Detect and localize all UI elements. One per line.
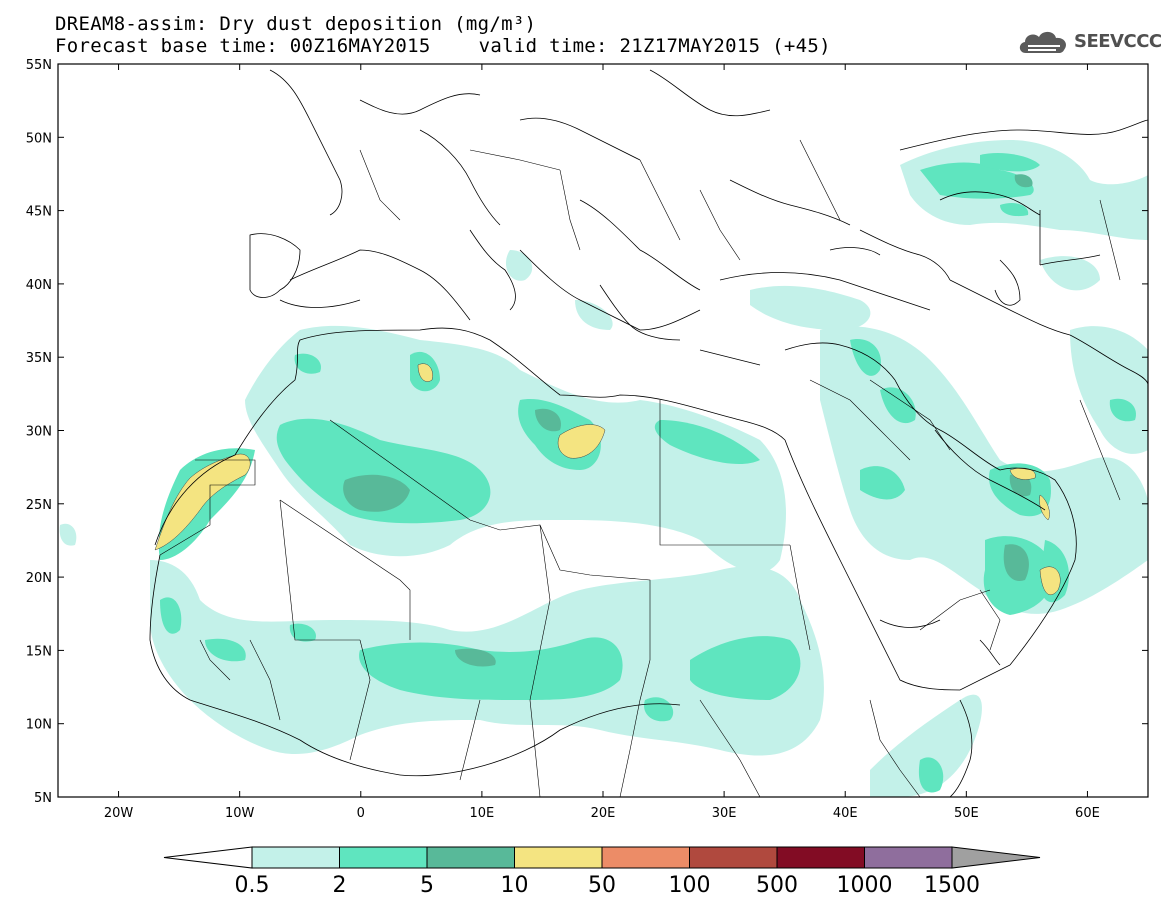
colorbar-swatch [601,846,690,869]
colorbar-label: 2 [333,873,347,898]
lat-tick-label: 10N [26,718,52,733]
map-title: DREAM8-assim: Dry dust deposition (mg/m³… [55,13,537,35]
lon-tick-label: 20E [591,806,616,821]
lat-tick-label: 40N [26,278,52,293]
logo-text: SEEVCCC [1074,31,1162,52]
lat-tick-label: 50N [26,131,52,146]
colorbar-label: 1000 [837,873,893,898]
cloud-logo-icon [1019,31,1067,53]
colorbar-label: 1500 [924,873,980,898]
colorbar-label: 100 [669,873,711,898]
lon-tick-label: 20W [104,806,134,821]
colorbar-swatch [514,846,603,869]
map-subtitle: Forecast base time: 00Z16MAY2015 valid ti… [55,36,831,56]
colorbar-swatch [864,846,953,869]
lon-tick-label: 50E [954,806,979,821]
axis-ticks: 55N 50N 45N 40N 35N 30N 25N 20N 15N 10N 5N 20W 10W 0 1… [26,58,1148,821]
colorbar-swatch [776,846,865,869]
colorbar-label: 500 [756,873,798,898]
colorbar-over-arrow [951,846,1041,869]
lon-tick-label: 40E [833,806,858,821]
colorbar-label: 50 [588,873,616,898]
dust-level-5 [343,174,1033,667]
lat-tick-label: 5N [34,791,52,806]
lat-tick-label: 55N [26,58,52,73]
dust-level-10 [154,363,1061,595]
colorbar-swatch [339,846,428,869]
lon-tick-label: 0 [357,806,365,821]
lat-tick-label: 15N [26,644,52,659]
lat-tick-label: 30N [26,425,52,440]
colorbar-swatch [689,846,778,869]
forecast-base-time: Forecast base time: 00Z16MAY2015 [55,35,431,57]
colorbar-swatch [251,846,340,869]
valid-time: valid time: 21Z17MAY2015 (+45) [478,35,831,57]
lat-tick-label: 35N [26,351,52,366]
country-borders [159,139,1121,797]
lat-tick-label: 20N [26,571,52,586]
lon-tick-label: 10W [225,806,255,821]
lon-tick-label: 30E [712,806,737,821]
lon-tick-label: 10E [470,806,495,821]
colorbar-label: 5 [420,873,434,898]
dust-level-2 [158,153,1136,793]
seevccc-logo: SEEVCCC [1016,27,1162,57]
colorbar-swatch [426,846,515,869]
colorbar-label: 10 [501,873,529,898]
lat-tick-label: 25N [26,498,52,513]
lat-tick-label: 45N [26,205,52,220]
colorbar-label: 0.5 [235,873,270,898]
lon-tick-label: 60E [1075,806,1100,821]
coastlines-borders [149,69,1148,797]
colorbar-under-arrow [163,846,253,869]
